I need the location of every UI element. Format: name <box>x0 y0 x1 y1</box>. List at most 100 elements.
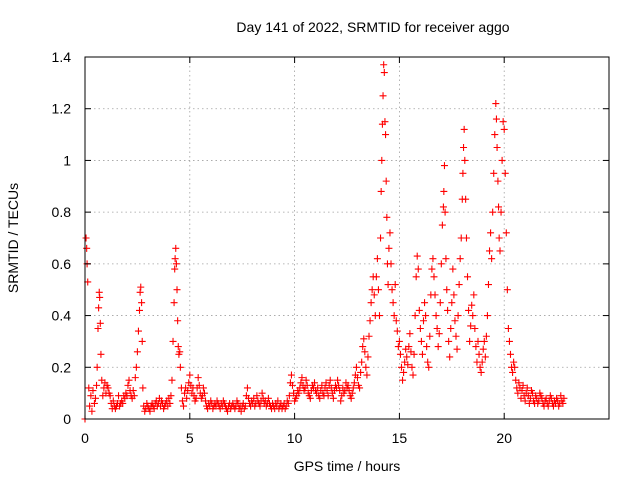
data-point <box>380 69 388 77</box>
data-point <box>449 265 457 273</box>
data-point <box>88 407 96 415</box>
data-point <box>489 208 497 216</box>
data-point <box>95 304 103 312</box>
data-point <box>426 332 434 340</box>
data-point <box>498 156 506 164</box>
data-point <box>136 288 144 296</box>
data-point <box>285 392 293 400</box>
data-point <box>467 322 475 330</box>
data-point <box>495 234 503 242</box>
data-point <box>97 350 105 358</box>
data-point <box>132 363 140 371</box>
data-point <box>499 118 507 126</box>
data-point <box>395 337 403 345</box>
data-point <box>298 374 306 382</box>
data-point <box>453 345 461 353</box>
data-point <box>170 299 178 307</box>
data-point <box>559 399 567 407</box>
data-point <box>468 301 476 309</box>
data-point <box>83 244 91 252</box>
data-point <box>504 325 512 332</box>
data-point <box>96 293 104 301</box>
data-point <box>406 330 414 338</box>
data-point <box>381 118 389 126</box>
data-point <box>356 384 364 392</box>
data-point <box>503 286 511 294</box>
data-point <box>521 397 529 405</box>
data-point <box>394 343 402 351</box>
data-point <box>353 374 361 382</box>
data-point <box>412 273 420 281</box>
data-point <box>518 387 526 395</box>
data-point <box>515 379 523 387</box>
data-point <box>439 203 447 211</box>
data-point <box>138 299 146 307</box>
data-point <box>392 317 400 325</box>
data-point <box>434 343 442 351</box>
data-point <box>125 376 133 384</box>
data-point <box>146 407 154 415</box>
data-point <box>429 255 437 263</box>
data-point <box>446 353 454 361</box>
data-point <box>400 368 408 376</box>
data-point <box>495 203 503 211</box>
data-point <box>349 384 357 392</box>
data-point <box>200 389 208 397</box>
data-point <box>284 399 292 407</box>
data-point <box>447 325 455 332</box>
data-point <box>476 363 484 371</box>
data-point <box>359 343 367 351</box>
data-point <box>493 144 501 151</box>
data-point <box>483 312 491 320</box>
data-point <box>389 299 397 307</box>
y-tick-label: 0.8 <box>52 204 72 220</box>
data-point <box>363 371 371 379</box>
grid-lines <box>85 57 609 419</box>
data-point <box>139 384 147 392</box>
data-point <box>396 350 404 358</box>
data-point <box>171 255 179 263</box>
data-point <box>390 312 398 320</box>
data-point <box>106 392 114 400</box>
data-point <box>306 394 314 402</box>
data-point <box>391 281 399 289</box>
data-point <box>416 325 424 332</box>
data-point <box>133 348 141 356</box>
data-point <box>466 337 474 345</box>
chart-title: Day 141 of 2022, SRMTID for receiver agg… <box>236 19 509 35</box>
data-point <box>134 327 142 335</box>
data-point <box>450 291 458 299</box>
data-point <box>348 389 356 397</box>
data-point <box>501 169 509 177</box>
y-tick-label: 1 <box>63 152 71 168</box>
data-point <box>174 317 182 325</box>
data-point <box>431 291 439 299</box>
data-point <box>388 286 396 294</box>
data-point <box>497 208 505 216</box>
data-point <box>370 291 378 299</box>
data-point <box>93 381 101 389</box>
data-point <box>418 350 426 358</box>
data-point <box>360 335 368 343</box>
data-point <box>470 291 478 299</box>
data-point <box>448 299 456 307</box>
data-point <box>168 376 176 384</box>
data-point <box>462 195 470 203</box>
data-point <box>560 394 568 402</box>
data-point <box>423 343 431 351</box>
data-point <box>256 402 264 410</box>
data-point <box>258 389 266 397</box>
data-point <box>437 260 445 268</box>
data-point <box>410 350 418 358</box>
data-point <box>90 399 98 407</box>
y-tick-labels: 0 0.2 0.4 0.6 0.8 1 1.2 1.4 <box>52 49 72 427</box>
data-point <box>393 327 401 335</box>
data-point <box>428 265 436 273</box>
data-point <box>350 379 358 387</box>
y-tick-label: 0 <box>63 411 71 427</box>
data-point <box>424 358 432 366</box>
data-point <box>490 169 498 177</box>
data-point <box>403 353 411 361</box>
data-point <box>124 381 132 389</box>
